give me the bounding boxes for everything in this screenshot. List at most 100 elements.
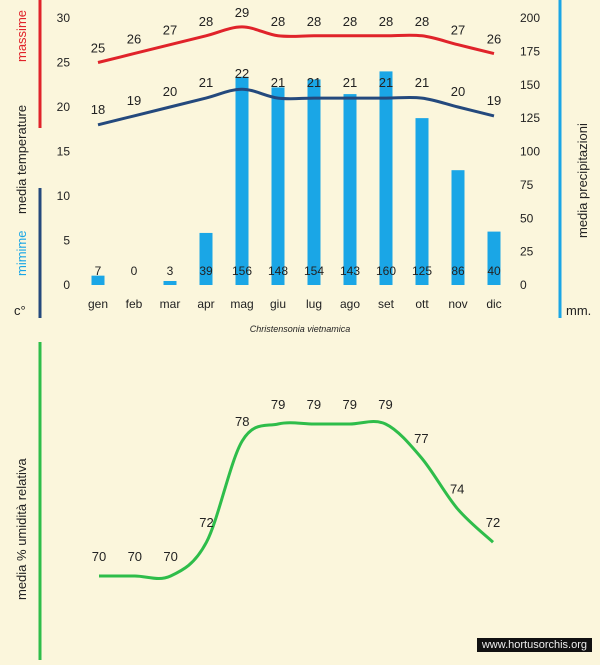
x-tick-label: ott: [415, 297, 429, 311]
y-right-tick-label: 50: [520, 211, 534, 225]
media-temp-label: media temperature: [14, 104, 29, 214]
min-temp-data-label: 18: [91, 102, 105, 117]
min-temp-line: [97, 87, 495, 127]
min-temp-data-label: 21: [379, 75, 393, 90]
max-temp-data-label: 28: [199, 14, 213, 29]
precip-data-label: 148: [268, 264, 288, 278]
y-right-tick-label: 25: [520, 245, 534, 259]
precip-bar: [451, 170, 465, 285]
x-tick-label: feb: [126, 297, 143, 311]
y-left-tick-label: 30: [57, 11, 71, 25]
precip-bar: [343, 94, 357, 285]
max-temp-data-label: 27: [163, 23, 177, 38]
min-temp-data-label: 20: [163, 84, 177, 99]
x-tick-label: mar: [160, 297, 181, 311]
y-left-tick-label: 25: [57, 56, 71, 70]
min-temp-data-label: 21: [343, 75, 357, 90]
precip-unit-label: mm.: [566, 303, 592, 318]
precip-bar: [307, 79, 321, 285]
precip-data-label: 7: [95, 264, 102, 278]
precip-data-label: 86: [451, 264, 465, 278]
min-temp-data-label: 21: [199, 75, 213, 90]
x-tick-label: nov: [448, 297, 467, 311]
watermark: www.hortusorchis.org: [476, 638, 592, 652]
max-temp-data-label: 28: [379, 14, 393, 29]
y-left-tick-label: 20: [57, 100, 71, 114]
x-tick-label: gen: [88, 297, 108, 311]
precip-label: media precipitazioni: [575, 123, 590, 238]
humidity-data-label: 74: [450, 481, 464, 496]
x-tick-label: dic: [486, 297, 501, 311]
min-temp-label: mimime: [14, 230, 29, 277]
precip-bar: [415, 118, 429, 285]
precip-bar: [487, 231, 501, 285]
humidity-label: media % umidità relativa: [14, 458, 29, 600]
precip-data-label: 156: [232, 264, 252, 278]
precip-data-label: 160: [376, 264, 396, 278]
max-temp-data-label: 29: [235, 5, 249, 20]
temp-unit-label: c°: [14, 303, 26, 318]
max-temp-data-label: 28: [415, 14, 429, 29]
y-left-tick-label: 10: [57, 189, 71, 203]
x-tick-label: lug: [306, 297, 322, 311]
y-right-tick-label: 150: [520, 78, 540, 92]
precip-data-label: 40: [487, 264, 501, 278]
chart-caption: Christensonia vietnamica: [249, 324, 351, 334]
max-temp-data-label: 26: [487, 32, 501, 47]
max-temp-data-label: 27: [451, 23, 465, 38]
precip-bar: [271, 87, 285, 285]
precip-data-label: 143: [340, 264, 360, 278]
max-temp-data-label: 25: [91, 41, 105, 56]
humidity-data-label: 79: [307, 397, 321, 412]
min-temp-data-label: 19: [487, 93, 501, 108]
max-temp-line: [97, 25, 495, 64]
precip-bar: [379, 71, 393, 286]
humidity-data-label: 72: [486, 515, 500, 530]
humidity-data-label: 79: [342, 397, 356, 412]
x-tick-label: giu: [270, 297, 286, 311]
max-temp-data-label: 28: [307, 14, 321, 29]
min-temp-data-label: 21: [415, 75, 429, 90]
humidity-data-label: 78: [235, 414, 249, 429]
y-right-tick-label: 200: [520, 11, 540, 25]
precip-data-label: 0: [131, 264, 138, 278]
y-left-tick-label: 15: [57, 145, 71, 159]
y-right-tick-label: 75: [520, 178, 534, 192]
y-right-tick-label: 0: [520, 278, 527, 292]
min-temp-data-label: 22: [235, 66, 249, 81]
precip-bar: [91, 275, 105, 285]
x-tick-label: mag: [230, 297, 253, 311]
precip-bar: [163, 280, 177, 285]
max-temp-label: massime: [14, 9, 29, 62]
y-right-tick-label: 125: [520, 111, 540, 125]
max-temp-data-label: 28: [343, 14, 357, 29]
min-temp-data-label: 21: [307, 75, 321, 90]
x-tick-label: ago: [340, 297, 360, 311]
x-tick-label: apr: [197, 297, 214, 311]
y-right-tick-label: 175: [520, 44, 540, 58]
precip-bar: [199, 232, 213, 285]
max-temp-data-label: 26: [127, 32, 141, 47]
humidity-line: [99, 420, 495, 580]
precip-data-label: 3: [167, 264, 174, 278]
humidity-data-label: 79: [378, 397, 392, 412]
precip-data-label: 39: [199, 264, 213, 278]
humidity-data-label: 72: [199, 515, 213, 530]
y-left-tick-label: 0: [63, 278, 70, 292]
humidity-data-label: 77: [414, 431, 428, 446]
y-right-tick-label: 100: [520, 145, 540, 159]
y-left-tick-label: 5: [63, 234, 70, 248]
max-temp-data-label: 28: [271, 14, 285, 29]
min-temp-data-label: 20: [451, 84, 465, 99]
humidity-data-label: 70: [128, 549, 142, 564]
precip-data-label: 125: [412, 264, 432, 278]
x-tick-label: set: [378, 297, 395, 311]
precip-data-label: 154: [304, 264, 324, 278]
humidity-data-label: 79: [271, 397, 285, 412]
humidity-data-label: 70: [92, 549, 106, 564]
min-temp-data-label: 21: [271, 75, 285, 90]
min-temp-data-label: 19: [127, 93, 141, 108]
precip-bar: [235, 76, 249, 286]
